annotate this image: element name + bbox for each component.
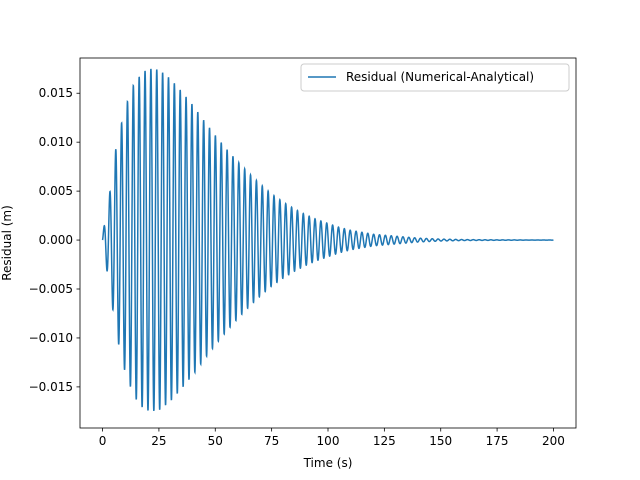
y-tick-label: 0.010 — [39, 135, 73, 149]
y-tick-label: −0.010 — [29, 331, 73, 345]
x-tick-label: 200 — [542, 434, 565, 448]
residual-series-line — [101, 68, 554, 412]
x-tick-label: 150 — [429, 434, 452, 448]
y-tick-label: −0.005 — [29, 282, 73, 296]
y-tick-label: 0.000 — [39, 233, 73, 247]
y-tick-label: 0.015 — [39, 86, 73, 100]
x-tick-label: 125 — [373, 434, 396, 448]
x-tick-label: 0 — [99, 434, 107, 448]
x-tick-label: 50 — [208, 434, 223, 448]
y-tick-label: 0.005 — [39, 184, 73, 198]
x-tick-label: 175 — [486, 434, 509, 448]
legend-entry-label: Residual (Numerical-Analytical) — [346, 70, 534, 84]
y-tick-label: −0.015 — [29, 380, 73, 394]
y-axis-ticks: −0.015 −0.010 −0.005 0.000 0.005 0.010 0.015 — [29, 86, 80, 394]
x-tick-label: 100 — [317, 434, 340, 448]
x-tick-label: 75 — [264, 434, 279, 448]
plot-area — [101, 68, 554, 412]
legend: Residual (Numerical-Analytical) — [300, 63, 570, 92]
x-tick-label: 25 — [151, 434, 166, 448]
x-axis-label: Time (s) — [303, 456, 353, 470]
legend-box — [300, 63, 570, 92]
x-axis-ticks: 0 25 50 75 100 125 150 175 200 — [99, 428, 565, 448]
y-axis-label: Residual (m) — [0, 205, 14, 281]
